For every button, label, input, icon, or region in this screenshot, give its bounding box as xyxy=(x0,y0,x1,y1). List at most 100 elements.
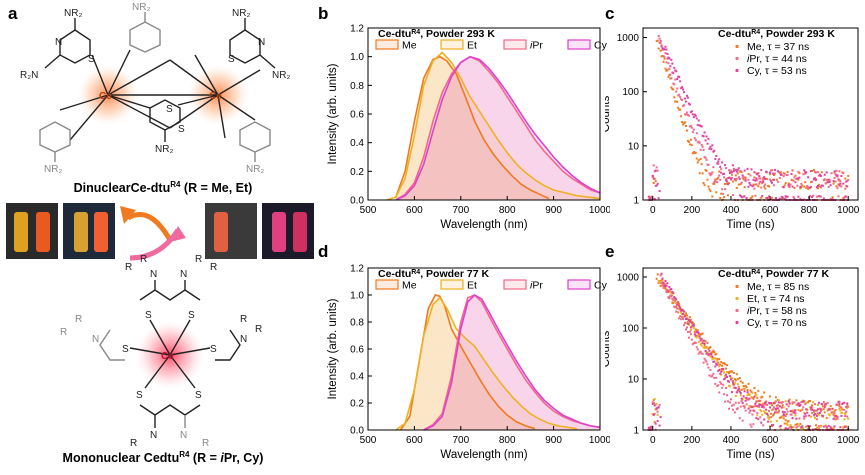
data-point xyxy=(819,409,822,412)
data-point xyxy=(728,171,731,174)
data-point xyxy=(736,383,739,386)
n-label: N xyxy=(258,37,265,48)
x-tick-label: 500 xyxy=(360,435,377,446)
data-point xyxy=(768,417,771,420)
legend-swatch-iPr xyxy=(503,279,527,290)
data-point xyxy=(731,408,734,411)
legend-label: Cy, τ = 53 ns xyxy=(747,65,807,77)
data-point xyxy=(763,418,766,421)
data-point xyxy=(725,167,728,170)
legend-swatch-Cy xyxy=(567,39,591,50)
data-point xyxy=(803,411,806,414)
data-point xyxy=(702,135,705,138)
data-point xyxy=(746,391,749,394)
caption-part: Ce-dtu xyxy=(130,181,171,196)
data-point xyxy=(794,423,797,426)
data-point xyxy=(765,170,768,173)
data-point xyxy=(707,164,710,167)
data-point xyxy=(761,195,764,198)
data-point xyxy=(780,198,783,201)
data-point xyxy=(707,185,710,188)
data-point xyxy=(656,273,659,276)
data-point xyxy=(772,178,775,181)
data-point xyxy=(794,174,797,177)
data-point xyxy=(807,401,810,404)
data-point xyxy=(773,172,776,175)
data-point xyxy=(651,174,654,177)
data-point xyxy=(793,197,796,200)
data-point xyxy=(700,163,703,166)
caption-part: (R = xyxy=(189,451,221,466)
data-point xyxy=(774,197,777,200)
data-point xyxy=(721,364,724,367)
data-point xyxy=(787,405,790,408)
data-point xyxy=(734,379,737,382)
data-point xyxy=(655,166,658,169)
data-point xyxy=(803,415,806,418)
data-point xyxy=(816,171,819,174)
data-point xyxy=(708,349,711,352)
data-point xyxy=(685,312,687,315)
y-tick-label: 0.0 xyxy=(350,196,364,207)
data-point xyxy=(834,418,837,421)
data-point xyxy=(745,396,748,399)
data-point xyxy=(720,192,723,195)
x-tick-label: 700 xyxy=(452,435,469,446)
nr2-label: NR₂ xyxy=(44,164,62,175)
data-point xyxy=(740,181,743,184)
data-point xyxy=(720,171,723,174)
data-point xyxy=(764,183,767,186)
data-point xyxy=(770,412,773,415)
data-point xyxy=(718,369,721,372)
data-point xyxy=(790,428,793,431)
data-point xyxy=(832,182,835,185)
data-point xyxy=(751,413,754,416)
data-point xyxy=(673,96,676,99)
data-point xyxy=(679,315,682,318)
data-point xyxy=(721,386,724,389)
data-point xyxy=(647,426,650,429)
data-point xyxy=(744,176,747,179)
data-point xyxy=(666,57,669,60)
data-point xyxy=(803,185,806,188)
mononuclear-labels: Ce N N R R R R R R R R N N N N S S S S S… xyxy=(60,254,262,449)
data-point xyxy=(702,182,705,185)
data-point xyxy=(724,188,727,191)
data-point xyxy=(730,404,733,407)
data-point xyxy=(781,404,784,407)
data-point xyxy=(753,395,756,398)
x-tick-label: 700 xyxy=(452,205,469,216)
data-point xyxy=(756,179,759,182)
data-point xyxy=(804,403,807,406)
data-point xyxy=(757,172,760,175)
legend-label-Me: Me xyxy=(402,280,417,292)
data-point xyxy=(793,411,796,414)
data-point xyxy=(709,190,712,193)
data-point xyxy=(701,342,704,345)
chart-title: Ce-dtuR4, Powder 293 K xyxy=(378,28,495,40)
data-point xyxy=(664,52,667,55)
data-point xyxy=(703,131,706,134)
data-point xyxy=(714,178,717,181)
data-point xyxy=(701,332,704,335)
data-point xyxy=(712,166,715,169)
data-point xyxy=(806,411,809,414)
data-point xyxy=(837,195,840,198)
data-point xyxy=(723,172,726,175)
data-point xyxy=(712,372,715,375)
data-point xyxy=(692,128,695,131)
data-point xyxy=(814,178,817,181)
data-point xyxy=(782,175,785,178)
data-point xyxy=(823,404,826,407)
data-point xyxy=(798,176,801,179)
data-point xyxy=(767,420,770,423)
data-point xyxy=(823,178,826,181)
data-point xyxy=(653,412,656,415)
data-point xyxy=(841,403,844,406)
data-point xyxy=(756,411,759,414)
x-tick-label: 1000 xyxy=(837,435,860,446)
data-point xyxy=(832,413,835,416)
data-point xyxy=(773,411,776,414)
data-point xyxy=(685,124,687,127)
data-point xyxy=(800,400,803,403)
